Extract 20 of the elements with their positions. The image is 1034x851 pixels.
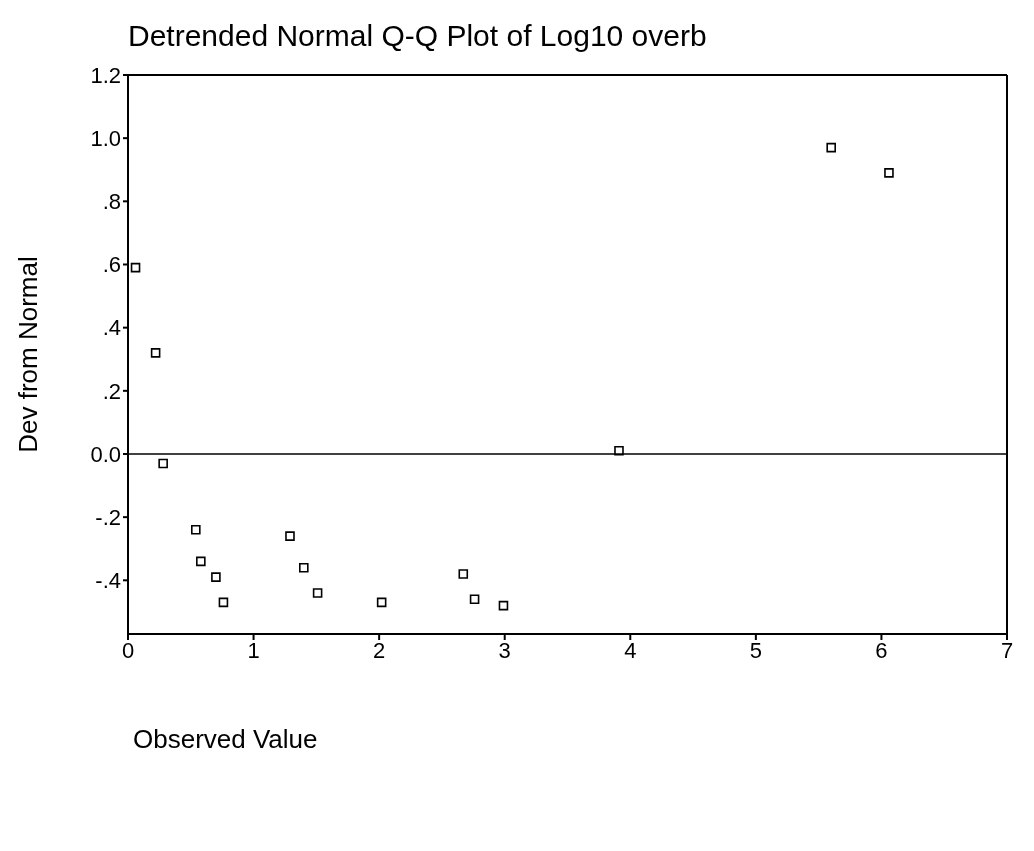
x-tick-label: 5	[749, 637, 762, 663]
x-tick-label: 0	[121, 637, 135, 663]
y-tick-label: .2	[102, 378, 121, 404]
x-tick-label: 1	[247, 637, 260, 663]
y-tick-label: .6	[102, 252, 121, 278]
y-tick-label: 1.2	[90, 62, 121, 88]
y-tick-label: -.2	[95, 504, 121, 530]
y-tick-label: -.4	[95, 568, 121, 594]
x-tick-label: 2	[373, 637, 386, 663]
y-tick-label: .8	[102, 189, 121, 215]
y-tick-label: 1.0	[90, 125, 121, 151]
y-tick-label: .4	[102, 315, 121, 341]
x-tick-label: 4	[624, 637, 637, 663]
y-axis-title: Dev from Normal	[13, 256, 44, 453]
x-tick-label: 7	[1000, 637, 1014, 663]
x-axis-title: Observed Value	[133, 724, 319, 755]
chart-title: Detrended Normal Q-Q Plot of Log10 overb	[128, 18, 708, 54]
y-tick-label: 0.0	[90, 441, 121, 467]
x-tick-label: 6	[875, 637, 888, 663]
x-tick-label: 3	[498, 637, 511, 663]
